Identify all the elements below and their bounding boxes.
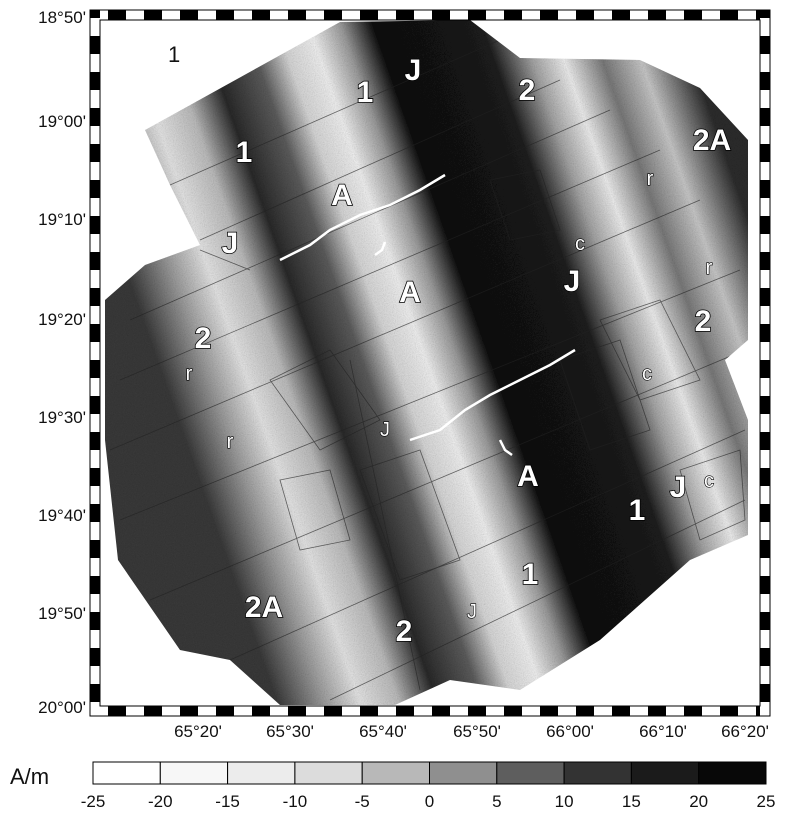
scale-tick-label: 10	[554, 792, 574, 811]
anomaly-label: A	[399, 276, 421, 309]
longitude-label: 66°10'	[639, 722, 687, 741]
scale-segment	[294, 761, 363, 785]
scale-tick-label: 20	[689, 792, 709, 811]
scale-tick-label: -10	[282, 792, 308, 811]
anomaly-label: 1	[236, 136, 253, 169]
anomaly-label: J	[222, 227, 239, 260]
scale-segment	[496, 761, 565, 785]
anomaly-label: J	[405, 54, 422, 87]
anomaly-label: 2	[195, 322, 212, 355]
small-label: c	[575, 233, 585, 255]
latitude-label: 19°40'	[38, 506, 86, 525]
anomaly-label: 2A	[693, 124, 731, 157]
latitude-label: 19°50'	[38, 604, 86, 623]
small-label: c	[642, 363, 652, 385]
scale-segment	[429, 761, 498, 785]
latitude-label: 19°00'	[38, 112, 86, 131]
map-frame	[89, 9, 771, 717]
scale-tick-label: 5	[492, 792, 502, 811]
small-label: J	[467, 601, 477, 623]
scale-unit-label: A/m	[10, 764, 50, 789]
longitude-label: 65°50'	[453, 722, 501, 741]
longitude-label: 65°40'	[359, 722, 407, 741]
latitude-label: 19°30'	[38, 408, 86, 427]
anomaly-label: A	[331, 179, 353, 212]
scale-tick-label: -15	[215, 792, 240, 811]
anomaly-label: A	[517, 460, 539, 493]
longitude-label: 66°20'	[721, 722, 769, 741]
scale-tick-label: -20	[148, 792, 173, 811]
latitude-label: 19°20'	[38, 310, 86, 329]
scale-segment	[92, 761, 161, 785]
anomaly-label: J	[564, 265, 581, 298]
anomaly-label: 2	[396, 615, 413, 648]
latitude-label: 19°10'	[38, 210, 86, 229]
scale-tick-label: -5	[354, 792, 370, 811]
magnetic-stripes	[105, 20, 748, 705]
small-label: J	[380, 419, 390, 441]
small-label: r	[706, 257, 713, 279]
scale-segment	[159, 761, 229, 785]
scale-segment	[563, 761, 632, 785]
scale-segment	[361, 761, 431, 785]
scale-tick-label: 25	[756, 792, 776, 811]
spreading-axis	[279, 173, 576, 457]
small-label: r	[227, 431, 234, 453]
small-label: c	[704, 470, 714, 492]
anomaly-label: 1	[629, 494, 646, 527]
scale-segment	[630, 761, 700, 785]
anomaly-label: 2	[695, 305, 712, 338]
latitude-label: 18°50'	[38, 8, 86, 27]
scale-segment	[227, 761, 296, 785]
ship-tracks	[109, 39, 746, 701]
scale-segment	[698, 761, 767, 785]
scale-tick-label: 0	[424, 792, 435, 811]
anomaly-label: 2A	[245, 591, 283, 624]
scale-tick-label: 15	[621, 792, 641, 811]
anomaly-label-plain: 1	[168, 42, 181, 67]
latitude-label: 20°00'	[38, 698, 86, 717]
anomaly-label: 2	[519, 74, 536, 107]
small-label: r	[647, 168, 654, 190]
longitude-label: 65°30'	[266, 722, 314, 741]
anomaly-label: J	[670, 471, 687, 504]
longitude-label: 65°20'	[174, 722, 222, 741]
longitude-label: 66°00'	[546, 722, 594, 741]
scale-tick-label: -25	[80, 792, 106, 811]
anomaly-label: 1	[522, 558, 539, 591]
anomaly-label: 1	[357, 76, 374, 109]
color-scale-bar	[92, 761, 767, 785]
small-label: r	[186, 363, 193, 385]
